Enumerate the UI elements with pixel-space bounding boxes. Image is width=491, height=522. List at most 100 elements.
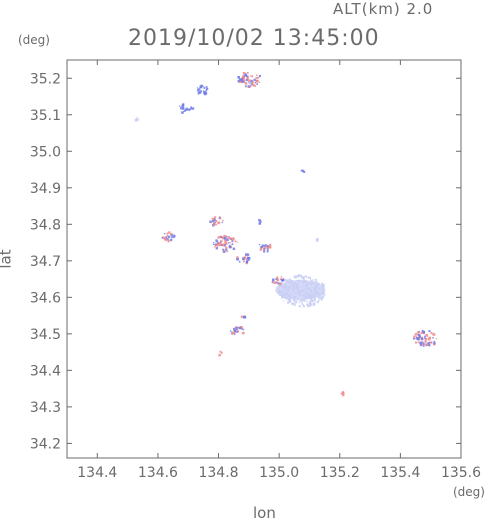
x-axis-ticks: 134.4 134.6 134.8 135.0 135.2 135.4 135.6 [77, 60, 481, 481]
echo-pixel [258, 223, 260, 225]
echo-pixel [284, 292, 285, 293]
echo-pixel [305, 284, 308, 287]
echo-pixel [201, 85, 203, 87]
echo-pixel [272, 282, 273, 283]
echo-pixel [268, 246, 269, 247]
echo-pixel [230, 242, 231, 243]
echo-pixel [259, 244, 260, 245]
x-tick-label: 134.6 [138, 465, 178, 481]
echo-pixel [248, 259, 250, 261]
echo-pixel [315, 292, 317, 294]
echo-cluster [135, 117, 140, 121]
echo-pixel [298, 274, 300, 276]
echo-pixel [217, 236, 219, 238]
echo-pixel [307, 296, 309, 298]
x-tick-label: 135.0 [259, 465, 299, 481]
echo-pixel [288, 279, 291, 282]
echo-pixel [242, 257, 245, 260]
echo-pixel [242, 332, 245, 335]
echo-pixel [165, 236, 167, 238]
echo-pixel [306, 276, 307, 277]
y-tick-label: 34.7 [30, 254, 61, 270]
echo-pixel [303, 276, 305, 278]
echo-pixel [220, 351, 222, 353]
echo-pixel [310, 280, 312, 282]
echo-pixel [250, 75, 251, 76]
echo-cluster [413, 330, 437, 347]
echo-pixel [198, 92, 200, 94]
echo-pixel [213, 244, 214, 245]
echo-pixel [299, 306, 300, 307]
echo-pixel [185, 109, 187, 111]
echo-pixel [243, 79, 245, 81]
echo-cluster [241, 316, 246, 319]
echo-pixel [425, 345, 426, 346]
echo-pixel [235, 327, 237, 329]
echo-pixel [236, 241, 237, 242]
echo-pixel [301, 300, 303, 302]
echo-pixel [299, 280, 301, 282]
echo-pixel [288, 286, 291, 289]
echo-pixel [316, 239, 319, 242]
echo-pixel [413, 338, 415, 340]
echo-pixel [318, 299, 320, 301]
echo-pixel [279, 291, 281, 293]
echo-pixel [264, 248, 266, 250]
echo-pixel [289, 291, 290, 292]
echo-pixel [206, 90, 208, 92]
echo-pixel [308, 276, 310, 278]
echo-pixel [295, 292, 297, 294]
echo-pixel [167, 239, 169, 241]
echo-pixel [226, 250, 228, 252]
echo-pixel [315, 279, 317, 281]
echo-pixel [211, 221, 212, 222]
echo-pixel [261, 246, 263, 248]
echo-pixel [230, 330, 231, 331]
echo-pixel [309, 294, 311, 296]
echo-cluster [237, 72, 261, 88]
echo-pixel [248, 86, 250, 88]
echo-pixel [293, 284, 295, 286]
echo-pixel [231, 238, 233, 240]
echo-cluster [213, 235, 238, 253]
echo-pixel [322, 289, 324, 291]
echo-pixel [216, 247, 218, 249]
echo-pixel [291, 303, 293, 305]
echo-pixel [417, 331, 419, 333]
echo-pixel [203, 92, 206, 95]
echo-pixel [285, 282, 286, 283]
echo-pixel [226, 247, 228, 249]
echo-pixel [288, 295, 290, 297]
echo-pixel [246, 260, 248, 262]
echo-pixel [222, 243, 225, 246]
echo-pixel [237, 76, 240, 79]
echo-pixel [257, 77, 259, 79]
echo-pixel [213, 224, 215, 226]
echo-pixel [424, 336, 426, 338]
echo-pixel [301, 170, 303, 172]
echo-pixel [295, 296, 297, 298]
echo-pixel [215, 244, 216, 245]
echo-pixel [224, 237, 227, 240]
echo-pixel [289, 283, 291, 285]
echo-pixel [256, 75, 257, 76]
echo-pixel [192, 107, 194, 109]
echo-pixel [267, 250, 269, 252]
echo-pixel [434, 342, 436, 344]
echo-pixel [200, 92, 202, 94]
echo-pixel [246, 76, 247, 77]
echo-pixel [310, 299, 313, 302]
echo-pixel [322, 291, 324, 293]
x-tick-label: 135.6 [441, 465, 481, 481]
echo-pixel [295, 301, 297, 303]
echo-pixel [302, 294, 305, 297]
echo-pixel [305, 292, 307, 294]
echo-pixel [226, 236, 227, 237]
echo-pixel [247, 257, 249, 259]
echo-pixel [342, 394, 344, 396]
echo-pixel [313, 299, 316, 302]
echo-pixel [315, 288, 317, 290]
echo-pixel [309, 304, 311, 306]
echo-pixel [312, 294, 314, 296]
echo-pixel [292, 288, 294, 290]
